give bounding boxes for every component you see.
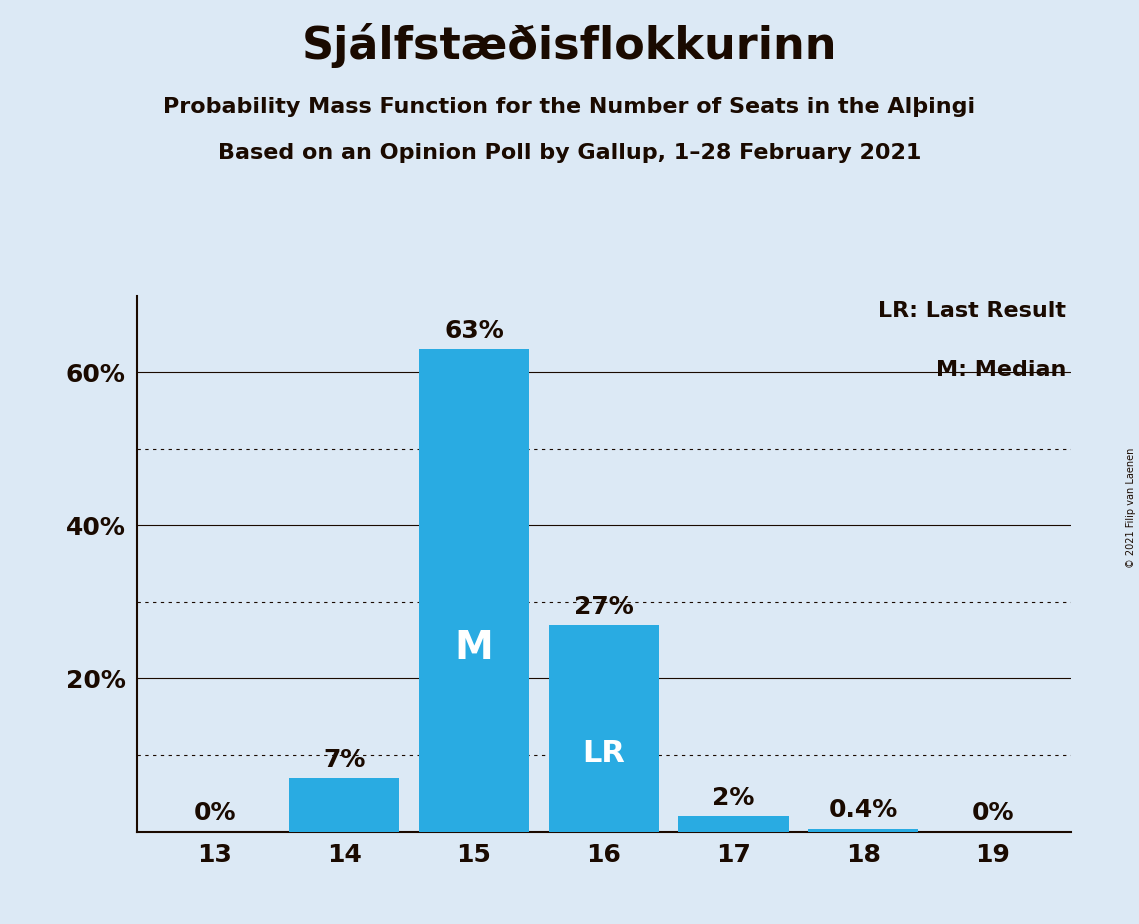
Text: LR: LR	[582, 738, 625, 768]
Text: 7%: 7%	[323, 748, 366, 772]
Text: M: M	[454, 629, 493, 667]
Text: Probability Mass Function for the Number of Seats in the Alþingi: Probability Mass Function for the Number…	[163, 97, 976, 117]
Bar	[549, 625, 658, 832]
Bar	[678, 816, 788, 832]
Text: 0%: 0%	[194, 801, 236, 825]
Text: 0%: 0%	[972, 801, 1014, 825]
Text: 0.4%: 0.4%	[828, 798, 898, 822]
Bar	[808, 829, 918, 832]
Bar	[419, 349, 530, 832]
Text: Sjálfstæðisflokkurinn: Sjálfstæðisflokkurinn	[302, 23, 837, 68]
Text: 2%: 2%	[712, 786, 754, 810]
Bar	[289, 778, 400, 832]
Text: Based on an Opinion Poll by Gallup, 1–28 February 2021: Based on an Opinion Poll by Gallup, 1–28…	[218, 143, 921, 164]
Text: 27%: 27%	[574, 595, 633, 619]
Text: LR: Last Result: LR: Last Result	[878, 301, 1066, 321]
Text: M: Median: M: Median	[935, 360, 1066, 380]
Text: © 2021 Filip van Laenen: © 2021 Filip van Laenen	[1126, 448, 1136, 568]
Text: 63%: 63%	[444, 319, 503, 343]
